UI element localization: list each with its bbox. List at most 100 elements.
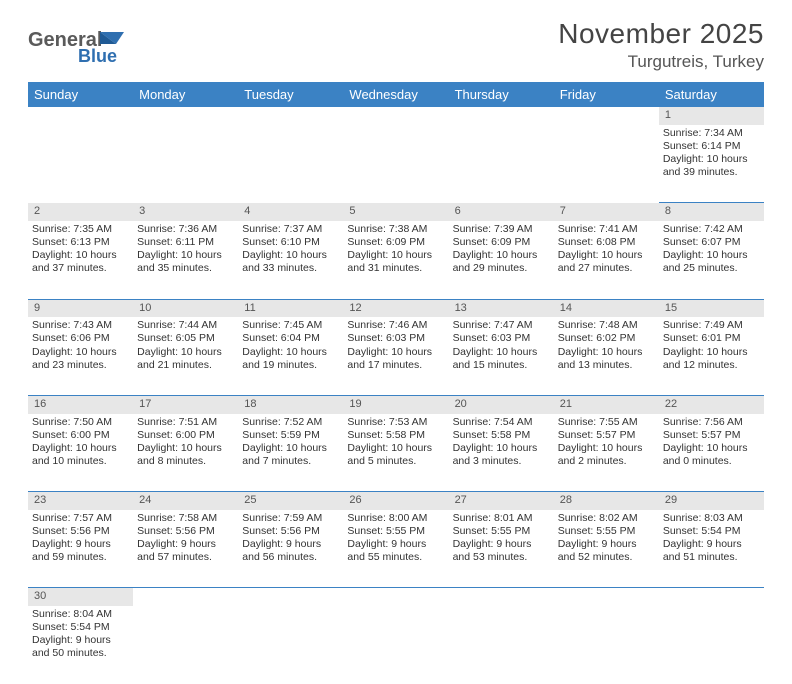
day-cell: Sunrise: 8:01 AMSunset: 5:55 PMDaylight:…: [449, 510, 554, 588]
day-number: 17: [133, 395, 238, 413]
day-content: Sunrise: 7:48 AMSunset: 6:02 PMDaylight:…: [558, 319, 655, 372]
day-cell: Sunrise: 7:54 AMSunset: 5:58 PMDaylight:…: [449, 414, 554, 492]
day-number: 4: [238, 203, 343, 221]
weekday-header: Monday: [133, 82, 238, 107]
day-number: 13: [449, 299, 554, 317]
page: General Blue November 2025 Turgutreis, T…: [0, 0, 792, 612]
day-content: Sunrise: 7:36 AMSunset: 6:11 PMDaylight:…: [137, 223, 234, 276]
day-content: Sunrise: 8:03 AMSunset: 5:54 PMDaylight:…: [663, 512, 760, 565]
day-cell: Sunrise: 7:36 AMSunset: 6:11 PMDaylight:…: [133, 221, 238, 299]
blank-cell: [133, 606, 238, 684]
calendar-body: 1 Sunrise: 7:34 AMSunset: 6:14 PMDaylight…: [28, 107, 764, 684]
day-number: 26: [343, 492, 448, 510]
day-content: Sunrise: 7:54 AMSunset: 5:58 PMDaylight:…: [453, 416, 550, 469]
day-content: Sunrise: 7:47 AMSunset: 6:03 PMDaylight:…: [453, 319, 550, 372]
blank-cell: [238, 588, 343, 606]
day-cell: Sunrise: 7:53 AMSunset: 5:58 PMDaylight:…: [343, 414, 448, 492]
blank-cell: [28, 107, 133, 125]
day-cell: Sunrise: 7:49 AMSunset: 6:01 PMDaylight:…: [659, 317, 764, 395]
blank-cell: [449, 588, 554, 606]
day-content: Sunrise: 7:45 AMSunset: 6:04 PMDaylight:…: [242, 319, 339, 372]
day-cell: Sunrise: 7:39 AMSunset: 6:09 PMDaylight:…: [449, 221, 554, 299]
blank-cell: [449, 107, 554, 125]
location: Turgutreis, Turkey: [558, 52, 764, 72]
day-content: Sunrise: 7:41 AMSunset: 6:08 PMDaylight:…: [558, 223, 655, 276]
blank-cell: [554, 588, 659, 606]
calendar-row: Sunrise: 7:50 AMSunset: 6:00 PMDaylight:…: [28, 414, 764, 492]
day-content: Sunrise: 7:55 AMSunset: 5:57 PMDaylight:…: [558, 416, 655, 469]
blank-cell: [133, 125, 238, 203]
day-number: 3: [133, 203, 238, 221]
day-number-row: 16171819202122: [28, 395, 764, 413]
blank-cell: [343, 125, 448, 203]
day-content: Sunrise: 7:49 AMSunset: 6:01 PMDaylight:…: [663, 319, 760, 372]
day-number-row: 23242526272829: [28, 492, 764, 510]
day-number: 25: [238, 492, 343, 510]
day-number: 14: [554, 299, 659, 317]
day-number-row: 9101112131415: [28, 299, 764, 317]
day-number: 6: [449, 203, 554, 221]
blank-cell: [659, 588, 764, 606]
day-number: 5: [343, 203, 448, 221]
day-content: Sunrise: 7:59 AMSunset: 5:56 PMDaylight:…: [242, 512, 339, 565]
day-number: 9: [28, 299, 133, 317]
day-cell: Sunrise: 7:51 AMSunset: 6:00 PMDaylight:…: [133, 414, 238, 492]
day-number: 28: [554, 492, 659, 510]
day-cell: Sunrise: 7:42 AMSunset: 6:07 PMDaylight:…: [659, 221, 764, 299]
day-cell: Sunrise: 8:02 AMSunset: 5:55 PMDaylight:…: [554, 510, 659, 588]
day-cell: Sunrise: 7:45 AMSunset: 6:04 PMDaylight:…: [238, 317, 343, 395]
day-cell: Sunrise: 7:34 AMSunset: 6:14 PMDaylight:…: [659, 125, 764, 203]
day-cell: Sunrise: 8:03 AMSunset: 5:54 PMDaylight:…: [659, 510, 764, 588]
day-content: Sunrise: 7:44 AMSunset: 6:05 PMDaylight:…: [137, 319, 234, 372]
day-number: 21: [554, 395, 659, 413]
day-cell: Sunrise: 7:50 AMSunset: 6:00 PMDaylight:…: [28, 414, 133, 492]
day-number: 1: [659, 107, 764, 125]
day-cell: Sunrise: 7:52 AMSunset: 5:59 PMDaylight:…: [238, 414, 343, 492]
day-number: 18: [238, 395, 343, 413]
day-number: 27: [449, 492, 554, 510]
blank-cell: [554, 606, 659, 684]
day-number: 22: [659, 395, 764, 413]
day-number: 10: [133, 299, 238, 317]
day-cell: Sunrise: 8:00 AMSunset: 5:55 PMDaylight:…: [343, 510, 448, 588]
day-content: Sunrise: 7:35 AMSunset: 6:13 PMDaylight:…: [32, 223, 129, 276]
day-content: Sunrise: 7:53 AMSunset: 5:58 PMDaylight:…: [347, 416, 444, 469]
day-content: Sunrise: 7:52 AMSunset: 5:59 PMDaylight:…: [242, 416, 339, 469]
title-block: November 2025 Turgutreis, Turkey: [558, 18, 764, 72]
day-content: Sunrise: 7:50 AMSunset: 6:00 PMDaylight:…: [32, 416, 129, 469]
day-content: Sunrise: 8:01 AMSunset: 5:55 PMDaylight:…: [453, 512, 550, 565]
blank-cell: [133, 588, 238, 606]
weekday-header: Thursday: [449, 82, 554, 107]
calendar-row: Sunrise: 7:43 AMSunset: 6:06 PMDaylight:…: [28, 317, 764, 395]
day-number: 7: [554, 203, 659, 221]
blank-cell: [554, 125, 659, 203]
day-number: 16: [28, 395, 133, 413]
blank-cell: [343, 606, 448, 684]
blank-cell: [343, 107, 448, 125]
blank-cell: [449, 606, 554, 684]
day-cell: Sunrise: 7:56 AMSunset: 5:57 PMDaylight:…: [659, 414, 764, 492]
day-content: Sunrise: 7:46 AMSunset: 6:03 PMDaylight:…: [347, 319, 444, 372]
day-cell: Sunrise: 7:46 AMSunset: 6:03 PMDaylight:…: [343, 317, 448, 395]
day-cell: Sunrise: 7:44 AMSunset: 6:05 PMDaylight:…: [133, 317, 238, 395]
day-number: 30: [28, 588, 133, 606]
day-number: 8: [659, 203, 764, 221]
day-cell: Sunrise: 7:43 AMSunset: 6:06 PMDaylight:…: [28, 317, 133, 395]
calendar-row: Sunrise: 7:35 AMSunset: 6:13 PMDaylight:…: [28, 221, 764, 299]
day-content: Sunrise: 7:34 AMSunset: 6:14 PMDaylight:…: [663, 127, 760, 180]
day-number: 19: [343, 395, 448, 413]
day-cell: Sunrise: 7:47 AMSunset: 6:03 PMDaylight:…: [449, 317, 554, 395]
blank-cell: [28, 125, 133, 203]
weekday-header: Wednesday: [343, 82, 448, 107]
day-cell: Sunrise: 7:37 AMSunset: 6:10 PMDaylight:…: [238, 221, 343, 299]
weekday-header-row: SundayMondayTuesdayWednesdayThursdayFrid…: [28, 82, 764, 107]
svg-text:Blue: Blue: [78, 46, 117, 64]
day-number-row: 2345678: [28, 203, 764, 221]
day-content: Sunrise: 7:39 AMSunset: 6:09 PMDaylight:…: [453, 223, 550, 276]
blank-cell: [238, 606, 343, 684]
logo: General Blue: [28, 24, 138, 64]
day-content: Sunrise: 7:57 AMSunset: 5:56 PMDaylight:…: [32, 512, 129, 565]
weekday-header: Friday: [554, 82, 659, 107]
weekday-header: Saturday: [659, 82, 764, 107]
day-cell: Sunrise: 7:48 AMSunset: 6:02 PMDaylight:…: [554, 317, 659, 395]
